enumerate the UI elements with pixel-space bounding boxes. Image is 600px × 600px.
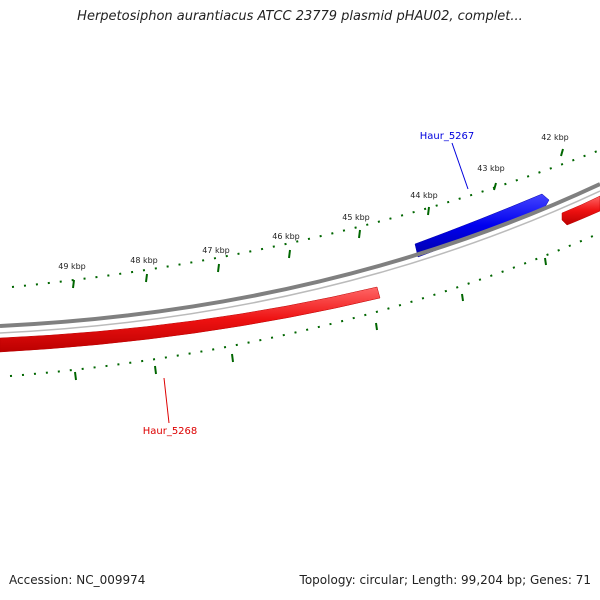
gene-label-line-haur-5267: [451, 142, 469, 190]
major-tick-43: [493, 182, 497, 191]
gene-label-line-haur-5268: [163, 377, 170, 424]
outer-major-ticks: [72, 148, 564, 289]
inner-major-ticks: [74, 257, 547, 381]
major-tick-44: [427, 206, 430, 216]
inner-major-tick-5: [154, 365, 157, 375]
inner-major-tick-3: [375, 322, 378, 331]
tick-labels: 42 kbp 43 kbp 44 kbp 45 kbp 46 kbp 47 kb…: [58, 133, 569, 271]
major-tick-42: [560, 148, 564, 157]
tick-label-49: 49 kbp: [58, 262, 86, 271]
inner-major-tick-2: [461, 293, 464, 302]
summary-text: Topology: circular; Length: 99,204 bp; G…: [299, 573, 591, 587]
major-tick-45: [358, 229, 361, 239]
major-tick-46: [288, 249, 291, 259]
major-tick-47: [217, 263, 220, 273]
inner-major-tick-1: [544, 257, 547, 266]
tick-label-48: 48 kbp: [130, 256, 158, 265]
map-title: Herpetosiphon aurantiacus ATCC 23779 pla…: [77, 9, 523, 24]
tick-label-44: 44 kbp: [410, 191, 438, 200]
tick-label-45: 45 kbp: [342, 213, 370, 222]
major-tick-49: [72, 279, 75, 289]
tick-label-42: 42 kbp: [541, 133, 569, 142]
gene-label-haur-5267[interactable]: Haur_5267: [420, 131, 475, 142]
backbone-inner: [0, 190, 600, 334]
backbone-outer: [0, 182, 600, 328]
tick-label-47: 47 kbp: [202, 246, 230, 255]
gene-label-haur-5268[interactable]: Haur_5268: [143, 426, 198, 437]
gene-haur-5268[interactable]: [0, 286, 381, 353]
inner-major-tick-4: [231, 353, 234, 363]
inner-major-tick-6: [74, 371, 77, 381]
tick-label-46: 46 kbp: [272, 232, 300, 241]
major-tick-48: [145, 273, 148, 283]
accession-text: Accession: NC_009974: [9, 573, 146, 587]
tick-label-43: 43 kbp: [477, 164, 505, 173]
